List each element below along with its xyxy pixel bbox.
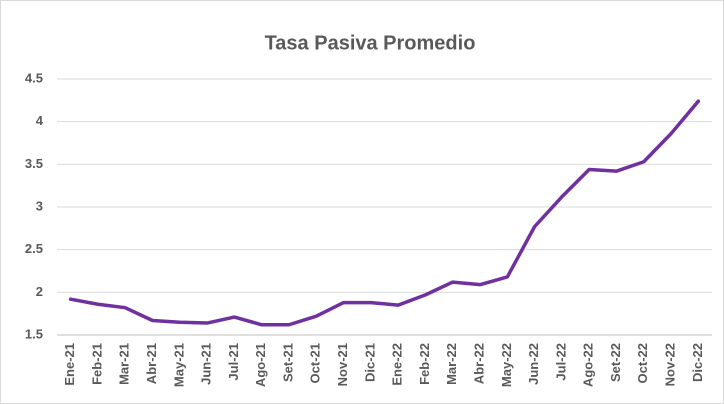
- y-tick-label: 4.5: [25, 70, 43, 85]
- x-tick-label: Oct-22: [635, 343, 650, 383]
- x-tick-label: May-21: [171, 343, 186, 387]
- x-tick-label: Jun-21: [199, 343, 214, 385]
- x-tick-label: Jul-22: [553, 343, 568, 381]
- x-tick-label: Feb-22: [417, 343, 432, 385]
- y-tick-label: 3: [36, 198, 43, 213]
- x-tick-label: Oct-21: [308, 343, 323, 383]
- chart-title: Tasa Pasiva Promedio: [265, 32, 476, 54]
- x-tick-label: Nov-22: [663, 343, 678, 386]
- x-tick-label: Feb-21: [89, 343, 104, 385]
- x-tick-label: Jun-22: [526, 343, 541, 385]
- x-tick-label: May-22: [499, 343, 514, 387]
- x-tick-label: Abr-21: [144, 343, 159, 384]
- x-tick-label: Set-21: [280, 343, 295, 382]
- x-tick-label: Ene-21: [62, 343, 77, 386]
- line-series: [68, 99, 701, 327]
- x-tick-label: Dic-21: [362, 343, 377, 382]
- x-tick-label: Abr-22: [471, 343, 486, 384]
- y-tick-label: 4: [36, 113, 44, 128]
- x-tick-label: Mar-22: [444, 343, 459, 385]
- x-tick-label: Jul-21: [226, 343, 241, 381]
- y-tick-label: 2: [36, 284, 43, 299]
- y-tick-label: 3.5: [25, 156, 43, 171]
- y-tick-label: 2.5: [25, 241, 43, 256]
- y-tick-label: 1.5: [25, 326, 43, 341]
- x-tick-label: Mar-21: [117, 343, 132, 385]
- x-tick-label: Nov-21: [335, 343, 350, 386]
- x-tick-label: Ago-22: [581, 343, 596, 387]
- x-tick-label: Dic-22: [690, 343, 705, 382]
- x-tick-label: Ago-21: [253, 343, 268, 387]
- x-tick-label: Ene-22: [390, 343, 405, 386]
- x-tick-label: Set-22: [608, 343, 623, 382]
